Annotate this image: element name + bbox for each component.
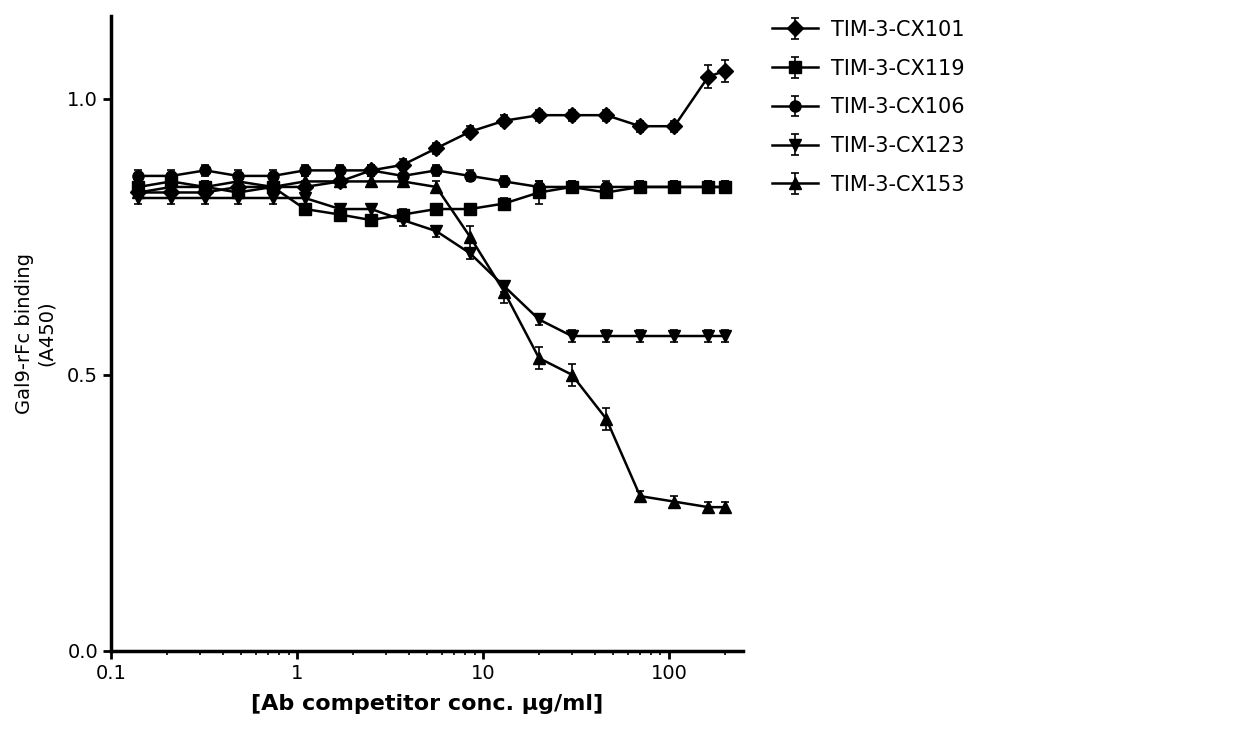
X-axis label: [Ab competitor conc. μg/ml]: [Ab competitor conc. μg/ml]	[250, 694, 603, 714]
Legend: TIM-3-CX101, TIM-3-CX119, TIM-3-CX106, TIM-3-CX123, TIM-3-CX153: TIM-3-CX101, TIM-3-CX119, TIM-3-CX106, T…	[766, 14, 971, 201]
Y-axis label: Gal9-rFc binding
(A450): Gal9-rFc binding (A450)	[15, 253, 56, 414]
